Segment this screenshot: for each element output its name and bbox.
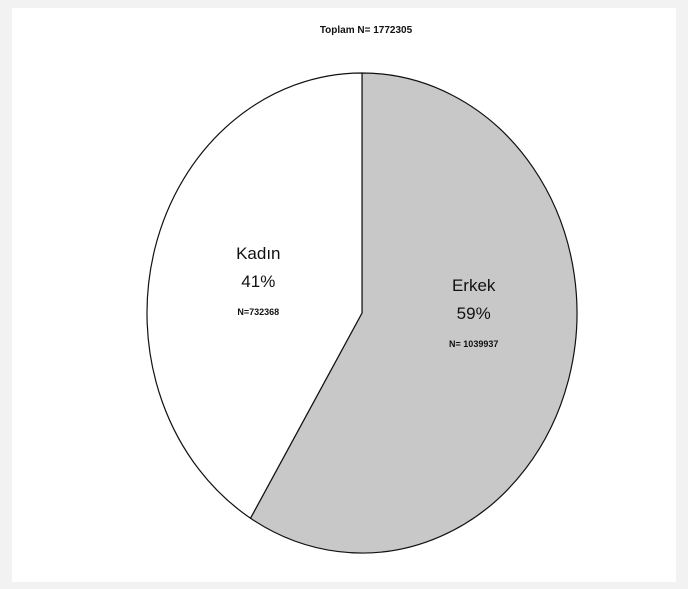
slice-label-percent: 41% bbox=[241, 272, 275, 291]
pie-slices bbox=[146, 72, 578, 554]
pie-slice-erkek bbox=[249, 72, 578, 554]
slice-label-percent: 59% bbox=[457, 304, 491, 323]
slice-labels: Erkek 59% N= 1039937 Kadın 41% N=732368 bbox=[236, 244, 498, 349]
slice-label-name: Kadın bbox=[236, 244, 280, 263]
slice-label-name: Erkek bbox=[452, 276, 496, 295]
chart-title: Toplam N= 1772305 bbox=[320, 25, 413, 36]
slice-label-count: N= 1039937 bbox=[449, 339, 498, 349]
pie-slice-kad-n bbox=[146, 72, 363, 519]
slice-label-count: N=732368 bbox=[237, 307, 279, 317]
